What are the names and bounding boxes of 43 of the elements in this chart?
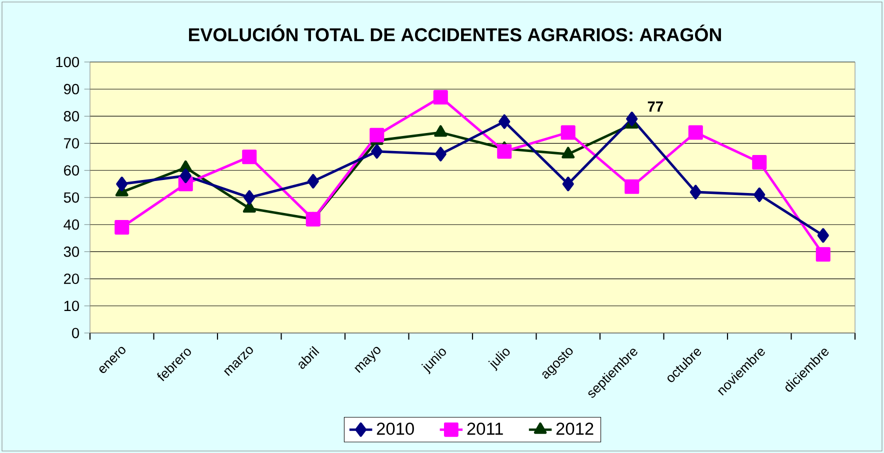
y-tick-label: 0: [72, 328, 80, 338]
y-tick-label: 90: [64, 84, 80, 94]
point: [752, 154, 767, 170]
y-tick-label: 100: [56, 56, 80, 68]
y-tick-label: 70: [64, 138, 80, 148]
point: [433, 90, 448, 104]
point: [306, 212, 320, 226]
point: [114, 220, 130, 235]
point: [562, 176, 574, 192]
x-tick-label: julio: [488, 348, 510, 372]
point: [624, 179, 640, 194]
point: [817, 228, 829, 243]
point: [626, 112, 638, 126]
legend-label: 2011: [467, 422, 503, 435]
point: [816, 247, 830, 262]
point: [244, 190, 256, 205]
point: [370, 128, 384, 142]
point: [690, 184, 702, 200]
y-tick-label: 30: [64, 246, 80, 257]
point: [371, 144, 383, 159]
point: [560, 125, 576, 140]
y-tick-label: 50: [64, 192, 80, 203]
annotation: 77: [648, 102, 663, 112]
point: [498, 114, 510, 129]
point: [497, 144, 512, 159]
point: [180, 168, 192, 184]
legend-label: 2012: [556, 422, 594, 435]
point: [242, 150, 257, 164]
legend-label: 2010: [376, 422, 414, 435]
point: [242, 201, 256, 213]
point: [754, 188, 766, 202]
point: [562, 146, 575, 158]
chart-title: EVOLUCIÓN TOTAL DE ACCIDENTES AGRARIOS: ARAGÓN: [189, 24, 721, 42]
y-tick-label: 40: [64, 219, 80, 230]
point: [434, 125, 448, 137]
y-tick-label: 10: [64, 300, 80, 312]
y-tick-label: 20: [64, 274, 80, 284]
point: [434, 146, 446, 162]
point: [307, 174, 319, 189]
y-tick-label: 80: [64, 111, 80, 122]
point: [688, 125, 703, 140]
y-tick-label: 60: [64, 165, 80, 176]
point: [116, 176, 128, 192]
